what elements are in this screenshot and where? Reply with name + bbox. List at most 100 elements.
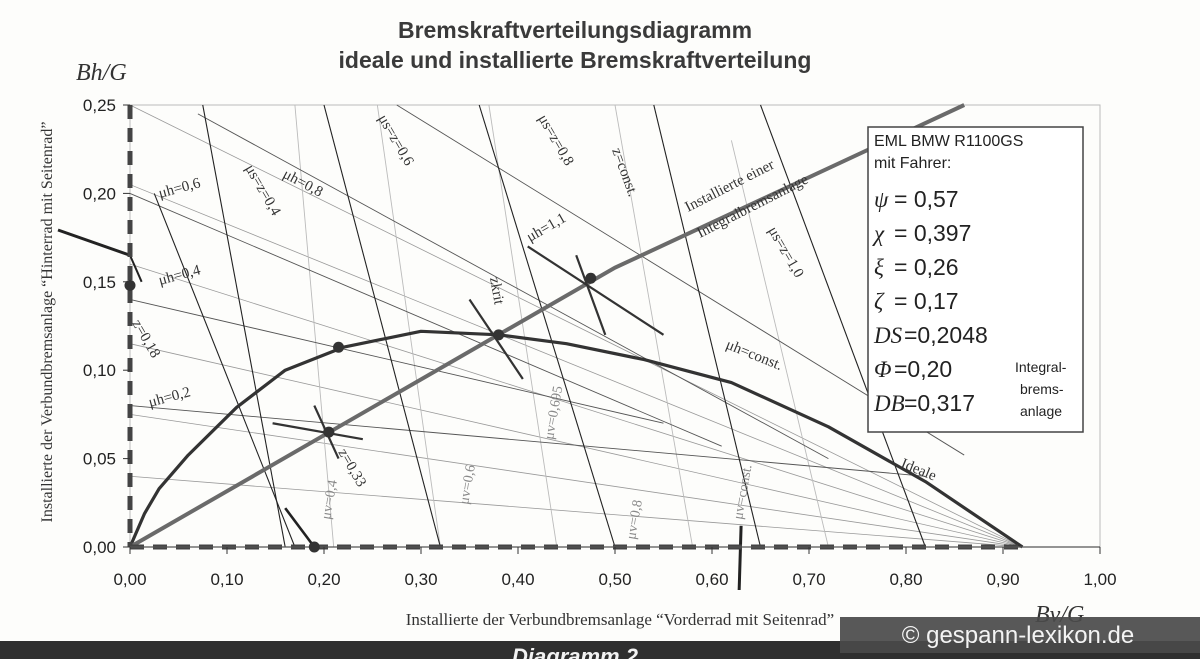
label-mu-v-0-6: μv=0,6 (457, 464, 479, 506)
mu-h-line (129, 192, 722, 447)
y-tick-label: 0,15 (83, 273, 116, 292)
left-lever-end (129, 254, 143, 283)
infobox-symbol: DS (873, 323, 903, 348)
x-tick-label: 0,40 (501, 570, 534, 589)
x-tick-label: 0,80 (889, 570, 922, 589)
label-z-0-18: z=0,18 (129, 317, 164, 361)
x-tick-label: 0,90 (986, 570, 1019, 589)
mu-s-line (202, 104, 286, 548)
infobox-frame (867, 126, 1084, 433)
key-point (124, 279, 136, 291)
y-tick-label: 0,20 (83, 184, 116, 203)
plot-area: 0,00 0,10 0,20 0,30 0,40 0,50 0,60 0,70 0,80 0,90… (57, 96, 1117, 591)
infobox-value: =0,2048 (904, 322, 988, 348)
x-tick-label: 0,30 (404, 570, 437, 589)
mu-h-line (197, 113, 829, 459)
left-lever-line (57, 228, 131, 257)
infobox-note-1: Integral- (1015, 359, 1067, 375)
ideal-curve (128, 329, 1024, 549)
fan-line (129, 475, 1023, 548)
label-mu-s-0-8: μs=z=0,8 (535, 112, 577, 169)
mu-v-line (488, 104, 558, 548)
bottom-tick-stroke (737, 525, 743, 591)
y-axis-math-label: Bh/G (76, 60, 127, 86)
label-z-const: z=const. (608, 146, 640, 199)
label-mu-h-0-2: μh=0,2 (147, 384, 192, 411)
fan-line (129, 263, 1023, 548)
footer-caption: Diagramm 2 (512, 644, 639, 659)
x-tick-label: 0,10 (210, 570, 243, 589)
infobox-symbol: DB (873, 391, 905, 416)
infobox-symbol: ψ (874, 187, 889, 212)
label-mu-h-const: μh=const. (724, 337, 785, 374)
label-mu-h-0-6: μh=0,6 (157, 175, 203, 202)
key-point (323, 426, 335, 438)
parameter-infobox: EML BMW R1100GS mit Fahrer: ψ = 0,57 χ = … (867, 126, 1084, 433)
fan-line (129, 104, 1023, 548)
y-tick-label: 0,25 (83, 96, 116, 115)
x-tick-label: 0,60 (695, 570, 728, 589)
infobox-header-2: mit Fahrer: (874, 155, 951, 172)
infobox-symbol: Φ (874, 357, 892, 382)
chart-subtitle: ideale und installierte Bremskraftvertei… (339, 47, 812, 73)
fan-line (129, 184, 1023, 548)
chart-title: Bremskraftverteilungsdiagramm (398, 17, 752, 43)
infobox-value: = 0,17 (894, 288, 959, 314)
mu-v-line (376, 104, 441, 548)
points-layer (124, 272, 597, 553)
label-ideale: Ideale (899, 456, 939, 485)
infobox-value: = 0,26 (894, 254, 959, 280)
mu-v-line (614, 104, 694, 548)
key-point (308, 541, 320, 553)
infobox-header-1: EML BMW R1100GS (874, 133, 1023, 150)
key-point (585, 272, 597, 284)
cross-stroke (575, 254, 607, 336)
label-mu-v-0-8: μv=0,8 (624, 499, 646, 541)
y-tick-label: 0,10 (83, 361, 116, 380)
infobox-value: =0,20 (894, 356, 952, 382)
mu-s-line (153, 193, 296, 548)
fan-line (129, 414, 1023, 548)
label-mu-v-0-695: μv=0,695 (542, 385, 566, 441)
key-point (493, 329, 505, 341)
watermark[interactable]: © gespann-lexikon.de (902, 622, 1135, 649)
infobox-symbol: χ (872, 221, 885, 246)
key-point (333, 341, 345, 353)
label-mu-v-0-4: μv=0,4 (319, 479, 341, 521)
mu-s-line (653, 104, 762, 548)
infobox-note-2: brems- (1020, 381, 1064, 397)
y-axis-label: Installierte der Verbundbremsanlage “Hin… (39, 122, 56, 523)
cross-stroke (527, 245, 665, 336)
label-mu-h-1-1: μh=1,1 (524, 210, 569, 245)
label-z-krit: zkrit (486, 276, 507, 307)
x-tick-label: 0,20 (307, 570, 340, 589)
y-tick-label: 0,00 (83, 538, 116, 557)
mu-s-line (759, 104, 926, 548)
label-mu-s-0-6: μs=z=0,6 (375, 112, 417, 169)
y-tick-label: 0,05 (83, 450, 116, 469)
infobox-value: = 0,397 (894, 220, 971, 246)
infobox-symbol: ξ (874, 255, 884, 280)
cross-stroke (272, 422, 363, 441)
x-tick-label: 0,70 (792, 570, 825, 589)
mu-h-line (129, 299, 664, 424)
mu-s-line (323, 104, 441, 548)
infobox-value: =0,317 (904, 390, 975, 416)
cross-stroke (284, 507, 316, 548)
x-tick-label: 1,00 (1083, 570, 1116, 589)
x-tick-label: 0,00 (113, 570, 146, 589)
mu-v-line (294, 104, 335, 548)
x-tick-label: 0,50 (598, 570, 631, 589)
infobox-symbol: ζ (874, 289, 885, 314)
ticks-layer: 0,00 0,10 0,20 0,30 0,40 0,50 0,60 0,70 0,80 0,90… (83, 96, 1117, 589)
infobox-value: = 0,57 (894, 186, 959, 212)
integral-line (129, 103, 966, 549)
mu-s-line (478, 104, 616, 548)
x-axis-label: Installierte der Verbundbremsanlage “Vor… (406, 610, 834, 629)
series-layer (57, 103, 1024, 591)
infobox-note-3: anlage (1020, 403, 1062, 419)
watermark-background (840, 617, 1200, 653)
mu-h-line (129, 405, 926, 477)
